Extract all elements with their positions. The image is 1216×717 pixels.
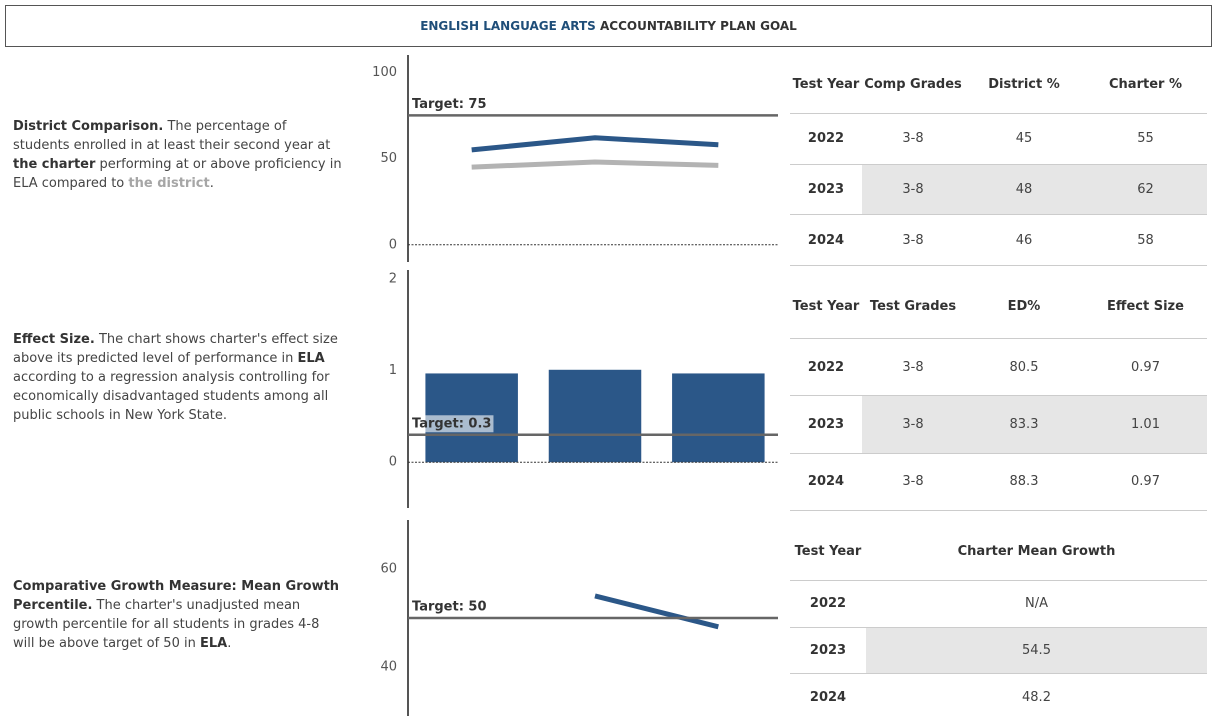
table-row: 2024 3-8 88.3 0.97	[790, 454, 1207, 511]
target-label-bg	[410, 95, 489, 113]
table-cell: 88.3	[1009, 474, 1039, 490]
desc-text: .	[209, 176, 214, 191]
line	[471, 159, 719, 170]
desc-highlight: ELA	[297, 351, 325, 366]
table: Test Year Test Grades ED% Effect Size 2022 3-…	[790, 275, 1207, 511]
desc-lead: Comparative Growth Measure: Mean Growth …	[13, 579, 340, 613]
table-cell: 2022	[809, 596, 847, 612]
y-tick-label: 2	[389, 272, 397, 287]
bar	[548, 369, 642, 463]
table-cell: 2023	[807, 182, 845, 198]
header-cell: Test Year	[794, 543, 862, 559]
table-row: 2022 3-8 80.5 0.97	[790, 339, 1207, 397]
table-cell: N/A	[1025, 596, 1048, 612]
table-cell: 3-8	[862, 396, 964, 453]
table-cell: 80.5	[1009, 359, 1039, 375]
target-label: Target: 50	[412, 600, 487, 615]
target-label: Target: 0.3	[412, 416, 491, 431]
table-cell: 3-8	[902, 359, 924, 375]
table: Test Year Comp Grades District % Charter % 2…	[790, 55, 1207, 267]
desc-text: according to a regression analysis contr…	[13, 370, 330, 423]
y-tick-label: 1	[389, 363, 397, 378]
header-cell: District %	[988, 76, 1060, 92]
header-cell: Test Grades	[869, 299, 957, 314]
table-cell: 55	[1137, 131, 1154, 147]
header-title: ACCOUNTABILITY PLAN GOAL	[599, 19, 797, 33]
table: Test Year Charter Mean Growth 2022 N/A 2023 5…	[790, 522, 1207, 717]
table-cell: 3-8	[862, 164, 964, 215]
header-title: ENGLISH LANGUAGE ARTS	[420, 19, 596, 33]
table-cell: 3-8	[902, 474, 924, 490]
target-label-bg	[410, 415, 494, 433]
desc-highlight: the district	[128, 176, 210, 191]
table-cell: 2024	[807, 474, 845, 490]
table-cell: 46	[1015, 232, 1033, 248]
description: Effect Size. The chart shows charter's e…	[13, 330, 343, 425]
table-row: 2023 3-8 48 62	[790, 164, 1207, 216]
target-label: Target: 75	[412, 97, 487, 112]
table-cell: 48	[964, 164, 1084, 215]
table-cell: 83.3	[964, 396, 1084, 453]
table-cell: 3-8	[902, 131, 924, 147]
description: District Comparison. The percentage of s…	[13, 117, 343, 193]
desc-text: The percentage of students enrolled in a…	[13, 119, 331, 153]
description: Comparative Growth Measure: Mean Growth …	[13, 577, 343, 653]
desc-text: The charter's unadjusted mean growth per…	[13, 598, 320, 651]
desc-text: performing at or above proficiency in EL…	[13, 157, 342, 191]
table-header: Test Year Comp Grades District % Charter %	[790, 55, 1207, 114]
desc-highlight: the charter	[13, 157, 96, 172]
header: ENGLISH LANGUAGE ARTS ACCOUNTABILITY PLA…	[5, 5, 1212, 47]
table-cell: 2023	[809, 643, 847, 659]
table-cell: 3-8	[902, 232, 924, 248]
table-cell: 0.97	[1131, 474, 1160, 490]
table-cell: 2023	[807, 416, 845, 432]
table-row: 2022 N/A	[790, 581, 1207, 628]
table-row: 2023 3-8 83.3 1.01	[790, 396, 1207, 454]
y-tick-label: 0	[389, 455, 397, 470]
table-cell: 0.97	[1131, 359, 1160, 375]
table-cell: 58	[1137, 232, 1154, 248]
header-cell: Charter %	[1109, 76, 1182, 92]
header-cell: Comp Grades	[864, 76, 962, 92]
table-cell: 2024	[809, 689, 847, 705]
table-header: Test Year Test Grades ED% Effect Size	[790, 275, 1207, 339]
header-cell: Test Year	[792, 299, 860, 314]
table-row: 2024 48.2	[790, 674, 1207, 717]
y-tick-label: 50	[380, 151, 397, 166]
table-cell: 2022	[807, 359, 845, 375]
target-label-bg	[410, 598, 489, 616]
table-cell: 62	[1084, 164, 1207, 215]
desc-text: The chart shows charter's effect size ab…	[13, 332, 338, 366]
table-cell: 54.5	[866, 627, 1207, 674]
table-header: Test Year Charter Mean Growth	[790, 522, 1207, 581]
table-cell: 2024	[807, 232, 845, 248]
desc-text: .	[227, 636, 232, 651]
header-cell: Effect Size	[1107, 299, 1184, 314]
table-cell: 2022	[807, 131, 845, 147]
desc-lead: District Comparison.	[13, 119, 164, 134]
y-tick-label: 40	[380, 660, 397, 675]
table-row: 2024 3-8 46 58	[790, 215, 1207, 267]
y-tick-label: 100	[372, 65, 397, 80]
desc-lead: Effect Size.	[13, 332, 95, 347]
desc-highlight: ELA	[199, 636, 228, 651]
bar	[672, 373, 765, 463]
table-row: 2022 3-8 45 55	[790, 114, 1207, 165]
table-row: 2023 54.5	[790, 627, 1207, 675]
line	[471, 135, 719, 153]
header-cell: Test Year	[792, 76, 860, 92]
table-cell: 1.01	[1084, 396, 1207, 453]
y-tick-label: 60	[380, 562, 397, 577]
y-tick-label: 0	[389, 237, 397, 252]
header-cell: Charter Mean Growth	[957, 543, 1116, 559]
line	[594, 593, 719, 630]
header-cell: ED%	[1007, 299, 1041, 314]
table-cell: 45	[1015, 131, 1033, 147]
table-cell: 48.2	[1022, 689, 1051, 705]
